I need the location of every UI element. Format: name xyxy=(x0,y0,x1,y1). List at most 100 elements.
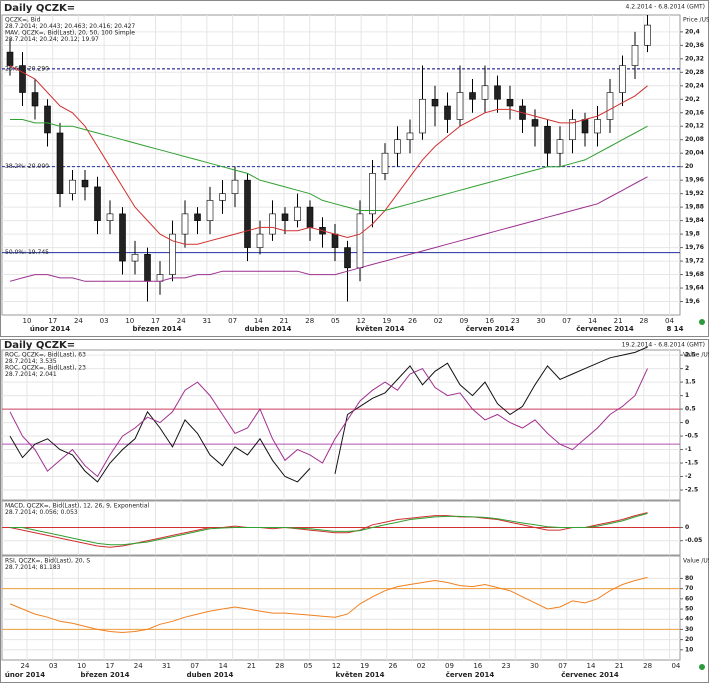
y-tick-label: 20,36 xyxy=(685,42,704,49)
series-line xyxy=(10,119,648,211)
legend-entry: MACD, QCZK=, Bid(Last), 12, 26, 9, Expon… xyxy=(5,503,150,510)
legend-entry: RSI, QCZK=, Bid(Last), 20, S xyxy=(5,558,90,565)
x-tick-label: 14 xyxy=(219,662,228,670)
candle-body xyxy=(406,132,414,141)
x-month-label: únor 2014 xyxy=(30,325,70,333)
x-tick-label: 17 xyxy=(151,317,160,325)
candle-body xyxy=(119,213,126,262)
y-tick-label: 30 xyxy=(685,626,693,633)
y-tick-label: 19,72 xyxy=(685,258,704,265)
series-line xyxy=(9,576,648,634)
y-tick-label: 10 xyxy=(685,646,693,653)
candle-body xyxy=(644,24,651,46)
candle-body xyxy=(69,179,76,194)
candle-body xyxy=(6,51,14,66)
y-tick-label: 2.5 xyxy=(685,352,696,359)
y-tick-label: 20 xyxy=(685,636,693,643)
x-tick-label: 03 xyxy=(100,317,109,325)
x-tick-label: 12 xyxy=(332,662,341,670)
x-tick-label: 05 xyxy=(304,662,313,670)
candle-body xyxy=(181,213,189,235)
x-tick-label: 21 xyxy=(247,662,256,670)
y-tick-label: 19,84 xyxy=(685,217,704,224)
x-month-label: červen 2014 xyxy=(446,671,495,679)
x-tick-label: 14 xyxy=(587,662,596,670)
x-tick-label: 16 xyxy=(485,317,494,325)
frame xyxy=(0,0,709,337)
x-tick-label: 05 xyxy=(331,317,340,325)
legend-entry: 28.7.2014; 20.24; 20.12; 19.97 xyxy=(5,36,99,43)
x-tick-label: 31 xyxy=(162,662,171,670)
x-tick-label: 24 xyxy=(134,662,143,670)
candle-body xyxy=(244,179,251,248)
legend-entry: 28.7.2014; 81.183 xyxy=(5,564,61,571)
x-tick-label: 28 xyxy=(275,662,284,670)
y-tick-label: -2.5 xyxy=(685,487,698,494)
y-tick-label: 19,76 xyxy=(685,244,704,251)
x-tick-label: 23 xyxy=(502,662,511,670)
x-tick-label: 09 xyxy=(445,662,454,670)
candle-body xyxy=(444,105,451,120)
y-tick-label: 20 xyxy=(685,163,693,170)
x-month-label: červenec 2014 xyxy=(561,671,619,679)
y-tick-label: 1 xyxy=(685,392,689,399)
x-month-label: duben 2014 xyxy=(187,671,234,679)
y-tick-label: -0.05 xyxy=(685,537,702,544)
x-month-label: 8 14 xyxy=(666,325,683,333)
candle-body xyxy=(231,179,239,194)
series-line xyxy=(9,346,648,483)
y-tick-label: -1 xyxy=(685,446,692,453)
x-tick-label: 10 xyxy=(77,662,86,670)
x-tick-label: 26 xyxy=(388,662,397,670)
y-tick-label: 19,68 xyxy=(685,271,704,278)
candle-body xyxy=(456,92,464,120)
x-tick-label: 07 xyxy=(558,662,567,670)
candle-body xyxy=(619,65,626,93)
x-tick-label: 21 xyxy=(614,317,623,325)
panel xyxy=(1,500,681,556)
x-tick-label: 07 xyxy=(190,662,199,670)
candle-body xyxy=(206,200,214,221)
candle-body xyxy=(306,206,314,228)
x-tick-label: 12 xyxy=(357,317,366,325)
panel xyxy=(1,14,681,316)
candle-body xyxy=(106,213,114,221)
legend-entry: 28.7.2014; 0.056; 0.053 xyxy=(5,509,78,516)
y-tick-label: 20,08 xyxy=(685,136,704,143)
chart-title: Daily QCZK= xyxy=(4,340,75,351)
x-tick-label: 30 xyxy=(537,317,546,325)
candle-body xyxy=(344,247,351,269)
y-axis-label: Value /USD xyxy=(683,352,709,359)
candle-body xyxy=(381,152,389,174)
y-tick-label: 20,16 xyxy=(685,109,704,116)
series-line xyxy=(10,512,648,546)
candle-body xyxy=(81,179,89,188)
x-tick-label: 21 xyxy=(280,317,289,325)
legend-entry: ROC, QCZK=, Bid(Last), 63 xyxy=(5,352,86,359)
legend-entry: 28.7.2014; 2.041 xyxy=(5,371,57,378)
candle-body xyxy=(369,173,376,215)
candle-body xyxy=(94,186,101,221)
candle-body xyxy=(394,139,401,154)
candle-body xyxy=(44,105,51,134)
candle-body xyxy=(256,233,264,248)
candle-body xyxy=(594,119,601,134)
candle-body xyxy=(331,233,339,248)
panel xyxy=(1,555,681,661)
y-tick-label: -2 xyxy=(685,473,692,480)
legend-entry: 28.7.2014; 20.443; 20.463; 20.416; 20.42… xyxy=(5,23,135,30)
x-tick-label: 31 xyxy=(202,317,211,325)
candle-body xyxy=(556,139,564,154)
x-tick-label: 07 xyxy=(562,317,571,325)
y-tick-label: 19,88 xyxy=(685,204,704,211)
x-tick-label: 02 xyxy=(434,317,443,325)
series-line xyxy=(9,367,648,478)
status-dot xyxy=(699,664,705,670)
y-tick-label: 80 xyxy=(685,575,693,582)
x-month-label: únor 2014 xyxy=(5,671,45,679)
candle-body xyxy=(469,92,476,100)
x-tick-label: 09 xyxy=(459,317,468,325)
y-axis-label: Price /USD xyxy=(683,17,709,24)
candle-body xyxy=(269,213,276,235)
x-month-label: květen 2014 xyxy=(336,671,385,679)
